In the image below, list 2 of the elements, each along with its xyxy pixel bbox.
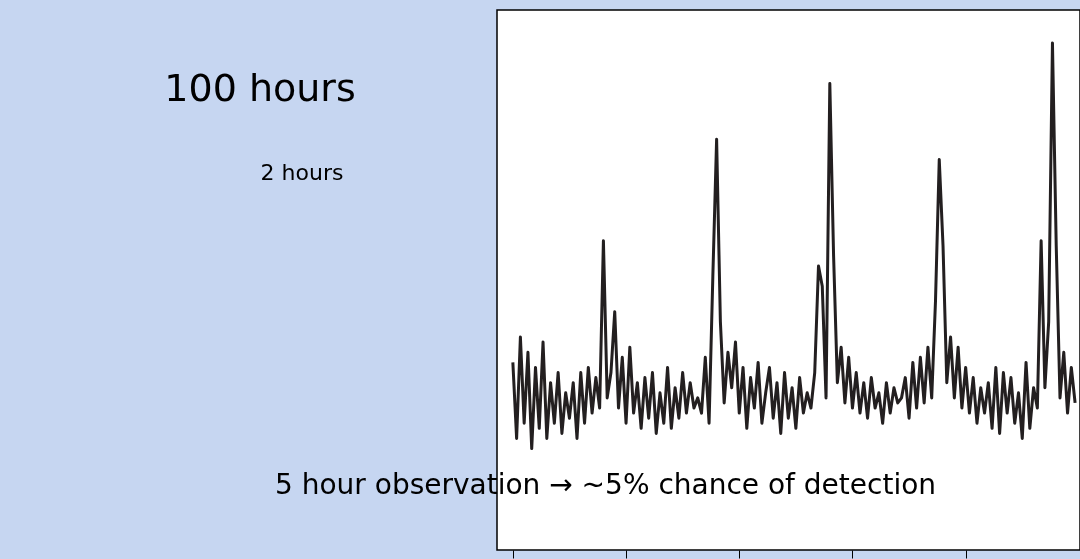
text: 100 hours — [164, 66, 356, 110]
text: 2 hours — [260, 160, 344, 185]
